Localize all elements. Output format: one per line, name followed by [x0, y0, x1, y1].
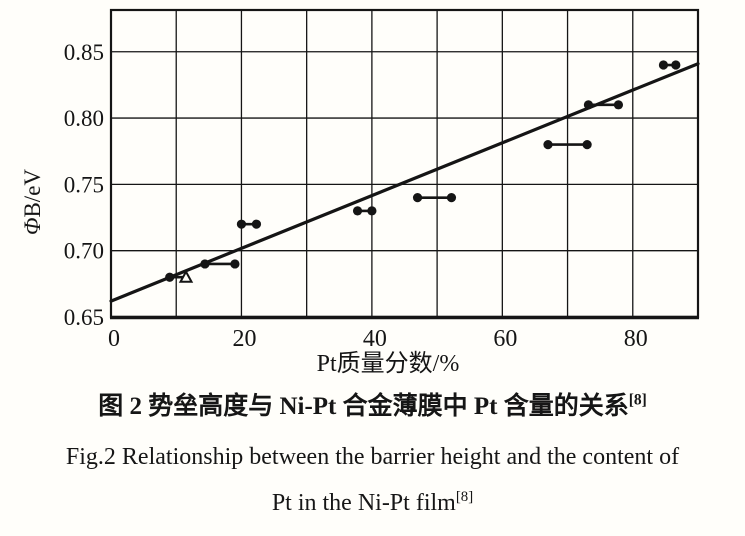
data-point-dot [412, 193, 423, 203]
caption-chinese-text: 图 2 势垒高度与 Ni-Pt 合金薄膜中 Pt 含量的关系 [98, 393, 629, 420]
data-point-dot [230, 259, 240, 269]
data-point-triangle [178, 269, 194, 283]
data-point-dot [658, 60, 669, 70]
caption-english-line1-text: Fig.2 Relationship between the barrier h… [65, 444, 680, 470]
data-point-dot [367, 206, 377, 216]
x-tick-label: 80 [624, 326, 648, 352]
caption-english-line2-text: Pt in the Ni-Pt film [271, 490, 456, 516]
data-point-dot [165, 272, 175, 282]
data-point-dot [583, 100, 594, 110]
data-point-dot [446, 193, 457, 203]
data-point-dot [200, 259, 210, 269]
x-axis-label: Pt质量分数/% [317, 350, 460, 377]
x-tick-label: 20 [232, 326, 256, 352]
data-point-dot [613, 100, 624, 110]
y-tick-label: 0.70 [64, 239, 104, 264]
data-point-dot [543, 140, 553, 150]
caption-english-reference: [8] [455, 489, 474, 505]
plot-border [109, 8, 700, 319]
y-tick-label: 0.75 [64, 172, 104, 197]
y-axis-label: ΦB/eV [20, 169, 45, 235]
caption-english-line2: Pt in the Ni-Pt film[8] [0, 490, 745, 517]
y-tick-label: 0.85 [64, 40, 104, 65]
data-point-dot [671, 60, 681, 70]
barrier-height-chart: 0.65 0.70 0.75 0.80 0.85 0 20 40 60 80 ΦB/eV Pt质量分数… [20, 8, 700, 377]
caption-chinese: 图 2 势垒高度与 Ni-Pt 合金薄膜中 Pt 含量的关系[8] [0, 386, 745, 422]
data-point-dot [582, 140, 592, 150]
trend-line [109, 62, 700, 303]
x-tick-label: 0 [108, 326, 120, 352]
x-tick-label: 40 [363, 326, 387, 352]
caption-english-line1: Fig.2 Relationship between the barrier h… [0, 444, 745, 471]
caption-chinese-reference: [8] [628, 391, 647, 409]
data-point-dot [251, 219, 262, 229]
y-tick-label: 0.80 [64, 106, 104, 131]
data-point-dot [352, 206, 363, 216]
x-tick-label: 60 [493, 326, 517, 352]
data-point-dot [236, 219, 247, 229]
y-tick-label: 0.65 [64, 305, 104, 330]
